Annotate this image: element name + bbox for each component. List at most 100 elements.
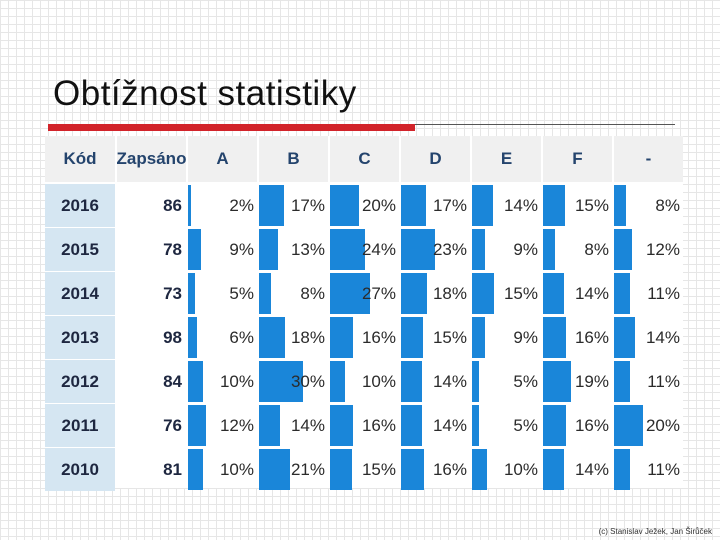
column-separator	[115, 136, 117, 488]
percent-bar	[401, 185, 426, 226]
percent-value: 14%	[432, 371, 467, 391]
percent-value: 5%	[513, 371, 538, 391]
grade-percent-cell: 8%	[259, 272, 328, 315]
grade-percent-cell: 15%	[401, 316, 470, 359]
percent-value: 20%	[645, 415, 680, 435]
grade-percent-cell: 24%	[330, 228, 399, 271]
grade-percent-cell: 10%	[188, 448, 257, 491]
grade-percent-cell: 5%	[188, 272, 257, 315]
percent-bar	[401, 229, 435, 270]
percent-bar	[401, 361, 422, 402]
percent-bar	[472, 317, 485, 358]
percent-bar	[188, 405, 206, 446]
percent-bar	[188, 317, 197, 358]
percent-bar	[401, 405, 422, 446]
grade-percent-cell: 10%	[188, 360, 257, 403]
percent-value: 24%	[361, 239, 396, 259]
percent-value: 10%	[219, 371, 254, 391]
table-row: 2015 78 9% 13% 24% 23% 9% 8% 12%	[45, 228, 683, 271]
title-underline-thin	[415, 124, 675, 125]
enrolled-count-cell: 86	[163, 195, 182, 215]
percent-value: 15%	[574, 195, 609, 215]
percent-bar	[188, 361, 203, 402]
percent-bar	[330, 405, 353, 446]
grade-percent-cell: 2%	[188, 184, 257, 227]
grade-percent-cell: 9%	[472, 316, 541, 359]
percent-bar	[330, 449, 352, 490]
percent-value: 8%	[300, 283, 325, 303]
table-row: 2016 86 2% 17% 20% 17% 14% 15% 8%	[45, 184, 683, 227]
grade-percent-cell: 11%	[614, 448, 683, 491]
year-code-cell: 2016	[45, 184, 115, 227]
percent-value: 5%	[229, 283, 254, 303]
grade-percent-cell: 14%	[472, 184, 541, 227]
table-header-row: Kód Zapsáno A B C D E F -	[45, 136, 683, 182]
enrolled-count-cell: 78	[163, 239, 182, 259]
grade-percent-cell: 17%	[401, 184, 470, 227]
percent-bar	[543, 273, 564, 314]
grade-percent-cell: 20%	[330, 184, 399, 227]
percent-bar	[330, 273, 370, 314]
grade-percent-cell: 10%	[472, 448, 541, 491]
percent-value: 9%	[229, 239, 254, 259]
column-separator	[470, 136, 472, 488]
percent-bar	[614, 405, 643, 446]
grade-percent-cell: 14%	[543, 448, 612, 491]
percent-bar	[472, 405, 479, 446]
grade-percent-cell: 11%	[614, 272, 683, 315]
grade-percent-cell: 6%	[188, 316, 257, 359]
percent-value: 21%	[290, 459, 325, 479]
percent-bar	[472, 229, 485, 270]
column-header: B	[287, 149, 300, 168]
percent-value: 20%	[361, 195, 396, 215]
column-header: -	[645, 149, 652, 168]
percent-bar	[401, 449, 424, 490]
grade-percent-cell: 21%	[259, 448, 328, 491]
enrolled-count-cell: 81	[163, 459, 182, 479]
percent-value: 8%	[584, 239, 609, 259]
percent-bar	[330, 361, 345, 402]
percent-bar	[472, 273, 494, 314]
grade-percent-cell: 9%	[188, 228, 257, 271]
enrolled-count-cell: 84	[163, 371, 182, 391]
percent-bar	[472, 185, 493, 226]
table-row: 2012 84 10% 30% 10% 14% 5% 19% 11%	[45, 360, 683, 403]
slide-footer-credit: (c) Stanislav Ježek, Jan Širůček	[598, 527, 712, 536]
percent-bar	[472, 361, 479, 402]
percent-value: 10%	[503, 459, 538, 479]
slide-title: Obtížnost statistiky	[53, 74, 357, 113]
year-code-cell: 2011	[45, 404, 115, 447]
grade-percent-cell: 14%	[543, 272, 612, 315]
grade-distribution-table: Kód Zapsáno A B C D E F - 2016 86 2% 17% 20% 17% 14% 15…	[45, 136, 683, 491]
percent-bar	[401, 273, 427, 314]
percent-bar	[472, 449, 487, 490]
column-header: Kód	[63, 149, 97, 168]
enrolled-count-cell: 98	[163, 327, 182, 347]
percent-value: 15%	[361, 459, 396, 479]
column-separator	[612, 136, 614, 488]
grade-percent-cell: 16%	[330, 404, 399, 447]
column-header: A	[216, 149, 229, 168]
percent-bar	[614, 273, 630, 314]
column-separator	[399, 136, 401, 488]
percent-value: 16%	[361, 415, 396, 435]
table-row: 2013 98 6% 18% 16% 15% 9% 16% 14%	[45, 316, 683, 359]
percent-bar	[614, 185, 626, 226]
grade-percent-cell: 16%	[330, 316, 399, 359]
table-row: 2014 73 5% 8% 27% 18% 15% 14% 11%	[45, 272, 683, 315]
percent-bar	[614, 361, 630, 402]
percent-value: 9%	[513, 239, 538, 259]
percent-bar	[188, 229, 201, 270]
percent-value: 12%	[645, 239, 680, 259]
percent-value: 8%	[655, 195, 680, 215]
percent-bar	[259, 361, 303, 402]
percent-bar	[543, 405, 566, 446]
year-code-cell: 2010	[45, 448, 115, 491]
grade-percent-cell: 14%	[401, 360, 470, 403]
percent-value: 19%	[574, 371, 609, 391]
column-separator	[186, 136, 188, 488]
grade-percent-cell: 17%	[259, 184, 328, 227]
percent-value: 14%	[503, 195, 538, 215]
percent-value: 14%	[432, 415, 467, 435]
percent-bar	[614, 449, 630, 490]
